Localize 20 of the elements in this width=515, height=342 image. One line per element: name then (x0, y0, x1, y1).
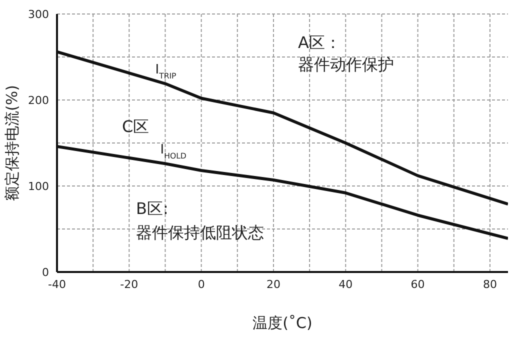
annotation: 器件保持低阻状态 (136, 223, 264, 242)
annotation: A区： (298, 33, 341, 52)
x-tick-label: 40 (338, 278, 353, 291)
x-tick-label: 60 (410, 278, 425, 291)
x-tick-label: 80 (482, 278, 497, 291)
y-tick-label: 100 (28, 180, 49, 193)
y-axis-title: 额定保持电流(%) (3, 85, 21, 201)
annotation: C区 (122, 117, 150, 136)
series-label: I$_{HOLD}$ (160, 142, 186, 160)
series-label: I$_{TRIP}$ (155, 62, 177, 80)
x-axis-title: 温度(˚C) (252, 314, 312, 332)
x-tick-label: 20 (266, 278, 280, 291)
x-tick-label: 0 (198, 278, 205, 291)
x-tick-label: -20 (120, 278, 138, 291)
x-tick-label: -40 (48, 278, 66, 291)
annotation: 器件动作保护 (298, 55, 394, 74)
y-tick-label: 300 (28, 8, 49, 21)
y-tick-label: 200 (28, 94, 49, 107)
y-tick-label: 0 (42, 266, 49, 279)
annotation: B区: (136, 199, 168, 218)
